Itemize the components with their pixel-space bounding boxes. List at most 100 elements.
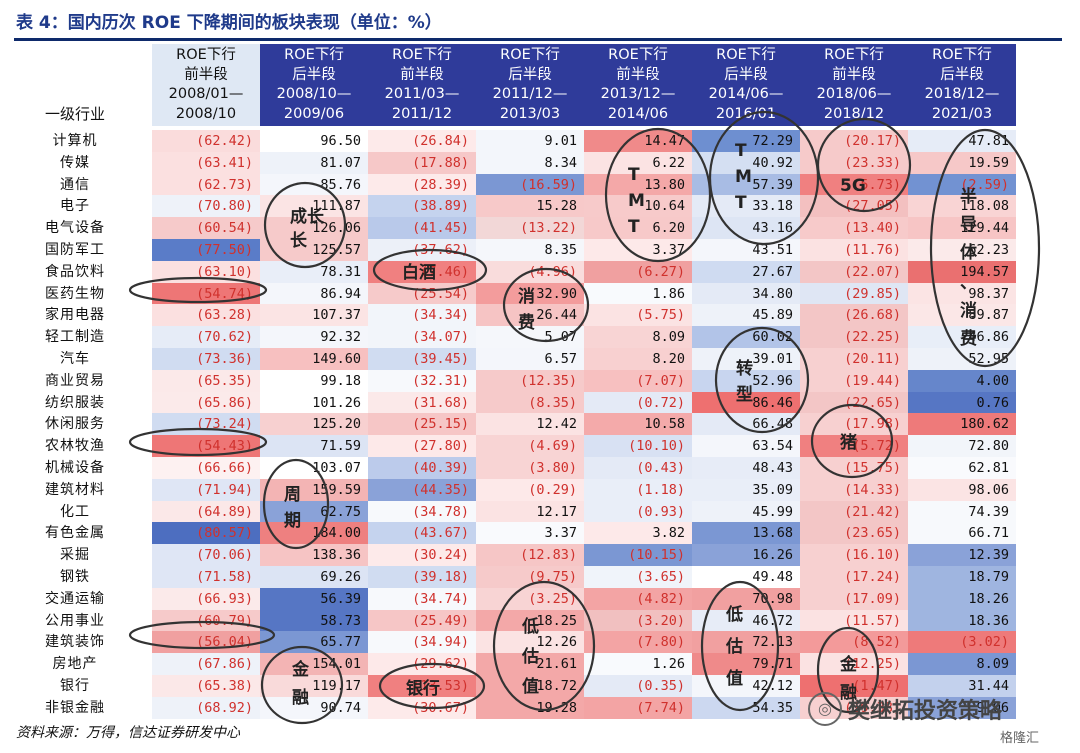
table-cell: (44.35) (368, 478, 476, 501)
table-cell: 16.26 (692, 544, 800, 567)
table-cell: 1.86 (584, 282, 692, 305)
header-col-7-line2: 前半段 (832, 66, 876, 83)
table-cell: 26.44 (476, 304, 584, 327)
table-cell: 58.73 (260, 609, 368, 632)
table-cell: 5.07 (476, 326, 584, 349)
table-cell: (30.67) (368, 696, 476, 719)
table-cell: 8.20 (584, 348, 692, 370)
industry-name: 休闲服务 (45, 416, 105, 433)
table-cell: 62.81 (908, 457, 1016, 479)
table-cell: 154.01 (260, 653, 368, 676)
table-cell: (30.24) (368, 544, 476, 567)
table-cell: 8.09 (584, 326, 692, 349)
table-cell: (66.66) (152, 457, 260, 479)
table-cell: (67.86) (152, 653, 260, 676)
table-cell: 34.80 (692, 282, 800, 305)
table-cell: 125.57 (260, 239, 368, 261)
table-cell: (16.10) (800, 544, 908, 567)
table-cell: (70.62) (152, 326, 260, 349)
header-col-5-line4: 2014/06 (607, 106, 669, 123)
header-col-2-line3: 2008/10— (276, 86, 352, 103)
table-cell: (60.79) (152, 609, 260, 632)
industry-name: 商业贸易 (45, 372, 105, 389)
industry-name: 钢铁 (60, 569, 90, 585)
table-cell: (3.02) (908, 631, 1016, 654)
table-cell: 49.48 (692, 566, 800, 588)
table-cell: 129.44 (908, 217, 1016, 240)
table-cell: (7.07) (584, 369, 692, 392)
table-cell: 62.75 (260, 500, 368, 523)
table-cell: 8.35 (476, 239, 584, 261)
table-cell: 31.44 (908, 675, 1016, 697)
table-cell: (80.57) (152, 522, 260, 545)
table-cell: 12.39 (908, 544, 1016, 567)
header-col-3-line1: ROE下行 (392, 46, 452, 63)
table-cell: (7.46) (368, 260, 476, 283)
table-cell: (31.68) (368, 391, 476, 414)
table-cell: (21.42) (800, 500, 908, 523)
table-cell: 119.17 (260, 675, 368, 697)
table-cell: (7.80) (584, 631, 692, 654)
table-cell: 62.23 (908, 239, 1016, 261)
table-cell: 19.28 (476, 696, 584, 719)
industry-name: 家用电器 (45, 307, 105, 324)
table-cell: (3.80) (476, 457, 584, 479)
table-cell: (11.57) (800, 609, 908, 632)
title-rule (14, 38, 1062, 41)
header-col-4-line4: 2013/03 (499, 106, 561, 123)
table-cell: 98.37 (908, 282, 1016, 305)
table-cell: 18.26 (908, 587, 1016, 610)
table-cell: (10.15) (584, 544, 692, 567)
table-cell: (15.75) (800, 457, 908, 479)
table-cell: (29.85) (800, 282, 908, 305)
table-cell: (29.62) (368, 653, 476, 676)
header-col-7-line1: ROE下行 (824, 46, 884, 63)
table-cell: (71.58) (152, 566, 260, 588)
table-cell: 66.48 (692, 413, 800, 436)
table-cell: 118.08 (908, 195, 1016, 218)
industry-name: 房地产 (52, 656, 98, 673)
header-col-8: ROE下行 后半段 2018/12— 2021/03 (908, 44, 1016, 126)
table-cell: 3.82 (584, 522, 692, 545)
table-cell: 39.01 (692, 348, 800, 370)
industry-name: 公用事业 (45, 612, 105, 629)
table-cell: (34.74) (368, 587, 476, 610)
table-cell: 10.58 (584, 413, 692, 436)
table-cell: (39.18) (368, 566, 476, 588)
table-cell: (26.68) (800, 304, 908, 327)
table-cell: 18.79 (908, 566, 1016, 588)
table-cell: 3.37 (476, 522, 584, 545)
table-cell: (14.33) (800, 478, 908, 501)
table-cell: (0.72) (584, 391, 692, 414)
table-cell: 125.20 (260, 413, 368, 436)
table-cell: 18.25 (476, 609, 584, 632)
table-cell: 79.71 (692, 653, 800, 676)
industry-name: 建筑材料 (45, 481, 105, 498)
watermark-text: 樊继拓投资策略 (848, 699, 1003, 724)
table-cell: (20.17) (800, 130, 908, 152)
table-cell: 1.26 (584, 653, 692, 676)
industry-name: 汽车 (60, 351, 90, 367)
table-cell: 45.89 (692, 304, 800, 327)
table-cell: (40.39) (368, 457, 476, 479)
table-cell: 96.50 (260, 130, 368, 152)
table-cell: (11.76) (800, 239, 908, 261)
industry-name: 化工 (60, 503, 90, 520)
table-cell: 126.06 (260, 217, 368, 240)
header-col-2: ROE下行 后半段 2008/10— 2009/06 (260, 44, 368, 126)
table-cell: (10.10) (584, 435, 692, 458)
table-cell: (17.98) (800, 413, 908, 436)
source-note: 资料来源：万得，信达证券研发中心 (16, 725, 240, 741)
industry-name: 国防军工 (45, 242, 105, 258)
header-col-6-line4: 2016/01 (715, 106, 777, 123)
industry-name: 传媒 (60, 154, 90, 171)
table-cell: (0.29) (476, 478, 584, 501)
table-cell: 63.54 (692, 435, 800, 458)
table-cell: 19.59 (908, 151, 1016, 174)
table-cell: (62.73) (152, 173, 260, 196)
table-cell: 32.90 (476, 282, 584, 305)
table-cell: (27.80) (368, 435, 476, 458)
table-cell: (17.88) (368, 151, 476, 174)
header-col-6-line2: 后半段 (724, 66, 768, 83)
